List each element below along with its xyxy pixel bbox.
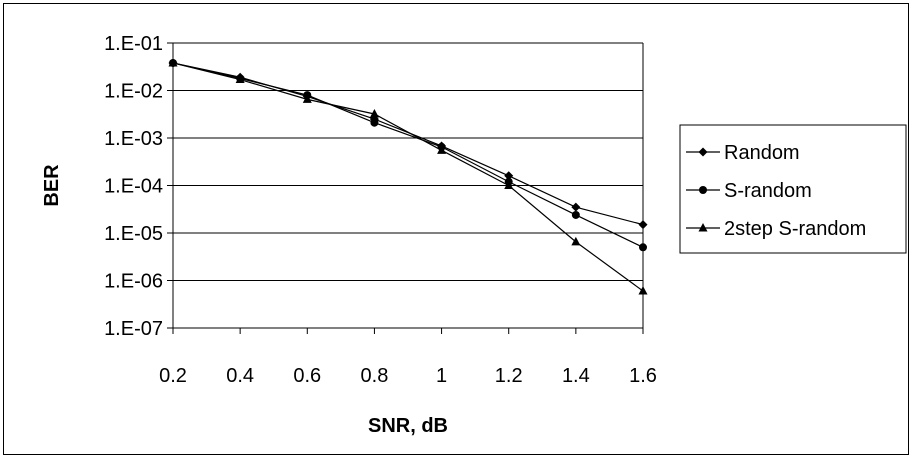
data-point — [369, 109, 379, 118]
x-tick-label: 1 — [436, 365, 447, 387]
x-tick-label: 1.2 — [495, 365, 523, 387]
data-point — [571, 210, 580, 219]
legend-marker — [698, 147, 708, 157]
x-tick-label: 0.4 — [226, 365, 254, 387]
data-point — [638, 220, 648, 230]
x-tick-label: 0.8 — [361, 365, 389, 387]
data-point — [168, 57, 178, 67]
data-point — [235, 74, 245, 84]
data-point — [638, 286, 648, 295]
x-tick-label: 1.4 — [562, 365, 590, 387]
legend-label: S-random — [724, 180, 812, 202]
y-tick-label: 1.E-05 — [104, 223, 163, 245]
x-tick-label: 1.6 — [629, 365, 657, 387]
data-point — [370, 118, 379, 127]
data-point — [639, 243, 647, 252]
series-line-s-random — [172, 62, 644, 248]
legend-label: Random — [724, 142, 800, 164]
data-point — [571, 236, 581, 246]
data-point — [504, 180, 514, 189]
data-point — [302, 94, 312, 103]
y-tick-label: 1.E-02 — [104, 81, 163, 103]
legend-marker — [699, 186, 707, 194]
y-tick-label: 1.E-03 — [104, 128, 163, 150]
y-tick-label: 1.E-07 — [104, 318, 163, 340]
x-axis-title: SNR, dB — [368, 415, 448, 437]
x-tick-label: 0.2 — [159, 365, 187, 387]
legend-label: 2step S-random — [724, 218, 866, 240]
series-line-random — [172, 62, 644, 226]
series-line-2step-s-random — [172, 62, 644, 292]
y-axis-title: BER — [41, 164, 63, 207]
legend-box — [679, 124, 907, 254]
y-tick-label: 1.E-06 — [104, 271, 163, 293]
legend-marker — [698, 223, 708, 232]
y-tick-label: 1.E-04 — [104, 176, 163, 198]
x-tick-label: 0.6 — [293, 365, 321, 387]
data-point — [571, 202, 581, 212]
data-point — [504, 171, 514, 181]
y-tick-label: 1.E-01 — [104, 33, 163, 55]
data-point — [437, 145, 447, 154]
